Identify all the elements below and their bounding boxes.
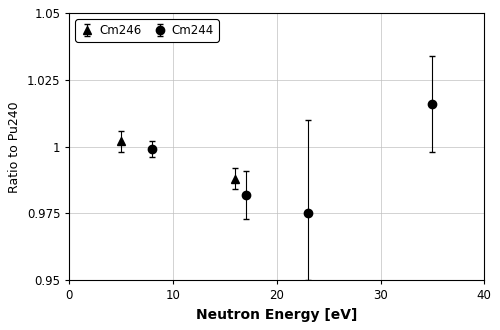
Y-axis label: Ratio to Pu240: Ratio to Pu240	[8, 101, 22, 192]
X-axis label: Neutron Energy [eV]: Neutron Energy [eV]	[196, 308, 358, 322]
Legend: Cm246, Cm244: Cm246, Cm244	[76, 19, 219, 42]
